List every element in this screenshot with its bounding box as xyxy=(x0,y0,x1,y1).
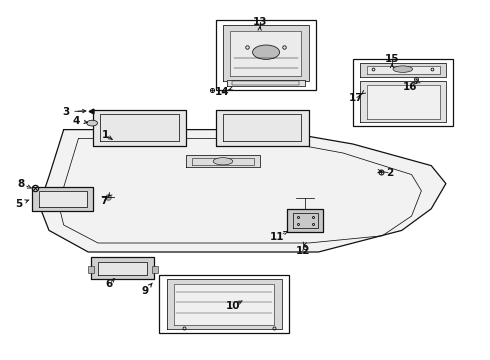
Polygon shape xyxy=(167,279,282,329)
Text: 7: 7 xyxy=(100,195,108,206)
Polygon shape xyxy=(227,80,305,86)
Ellipse shape xyxy=(213,158,233,165)
Text: 16: 16 xyxy=(402,82,417,92)
Text: 11: 11 xyxy=(270,231,284,242)
Polygon shape xyxy=(91,257,154,279)
Bar xyxy=(216,20,316,90)
Text: 1: 1 xyxy=(102,130,109,140)
Text: 12: 12 xyxy=(295,246,310,256)
Text: 9: 9 xyxy=(142,285,149,296)
Polygon shape xyxy=(93,110,186,146)
Bar xyxy=(88,266,94,273)
Polygon shape xyxy=(230,31,301,76)
Polygon shape xyxy=(39,130,446,252)
Polygon shape xyxy=(32,187,93,211)
Polygon shape xyxy=(287,209,323,232)
Text: 4: 4 xyxy=(72,116,80,126)
Polygon shape xyxy=(367,85,440,119)
Polygon shape xyxy=(223,25,309,81)
Polygon shape xyxy=(174,284,274,325)
Text: 13: 13 xyxy=(252,17,267,27)
Ellipse shape xyxy=(393,66,413,72)
Polygon shape xyxy=(360,63,446,77)
Text: 5: 5 xyxy=(15,199,22,209)
Polygon shape xyxy=(186,155,260,167)
Polygon shape xyxy=(216,110,309,146)
Bar xyxy=(152,266,158,273)
Text: 3: 3 xyxy=(63,107,70,117)
Text: 2: 2 xyxy=(386,168,393,178)
Text: 6: 6 xyxy=(105,279,112,289)
Text: 14: 14 xyxy=(215,87,229,97)
Text: 10: 10 xyxy=(225,301,240,311)
Polygon shape xyxy=(98,262,147,275)
Text: 15: 15 xyxy=(385,54,399,64)
Ellipse shape xyxy=(87,120,98,126)
Ellipse shape xyxy=(253,45,280,59)
Bar xyxy=(159,275,289,333)
Text: 8: 8 xyxy=(17,179,24,189)
Bar xyxy=(353,59,453,126)
Polygon shape xyxy=(367,66,440,74)
Polygon shape xyxy=(39,191,87,207)
Text: 17: 17 xyxy=(349,93,364,103)
Polygon shape xyxy=(360,81,446,122)
